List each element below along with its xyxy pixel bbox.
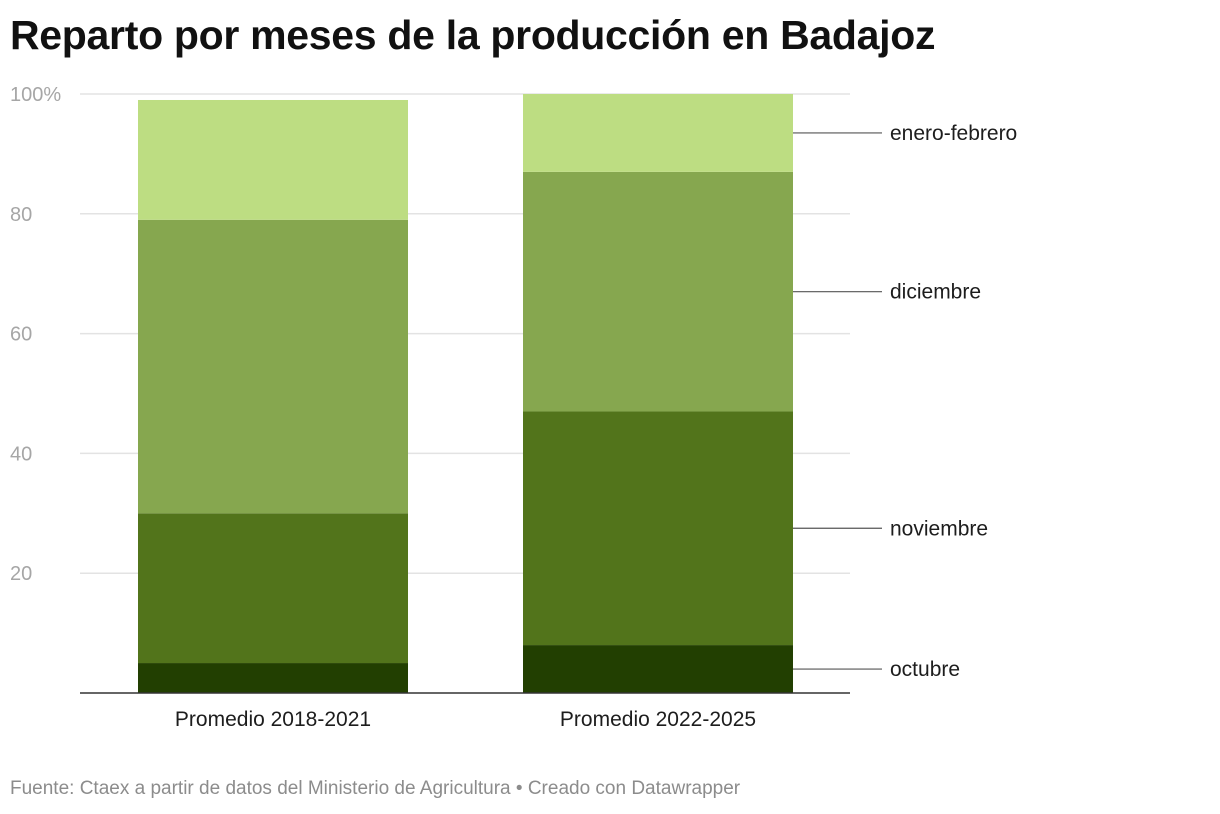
x-tick-label: Promedio 2022-2025 (560, 708, 756, 731)
series-label-diciembre: diciembre (890, 281, 981, 304)
y-tick-label: 20 (10, 563, 32, 585)
credit-text: Creado con Datawrapper (527, 778, 741, 799)
bar-segment-enero-febrero (523, 94, 793, 172)
series-label-noviembre: noviembre (890, 517, 988, 540)
bar-segment-noviembre (138, 513, 408, 664)
y-tick-label: 80 (10, 204, 32, 226)
chart-title: Reparto por meses de la producción en Ba… (10, 12, 936, 58)
x-tick-label: Promedio 2018-2021 (175, 708, 371, 731)
y-axis-ticks: 20 40 60 80 100% (10, 84, 61, 585)
bar-segment-diciembre (523, 171, 793, 412)
series-label-octubre: octubre (890, 658, 960, 681)
bar-segment-enero-febrero (138, 99, 408, 220)
bar-segment-octubre (138, 663, 408, 693)
y-tick-label: 40 (10, 443, 32, 465)
source-text: Fuente: Ctaex a partir de datos del Mini… (10, 778, 511, 799)
bars (138, 94, 793, 693)
bar-segment-noviembre (523, 411, 793, 646)
footer: Fuente: Ctaex a partir de datos del Mini… (10, 778, 740, 800)
y-tick-label: 100% (10, 84, 61, 106)
series-labels: octubre noviembre diciembre enero-febrero (793, 122, 1017, 681)
series-label-enero-febrero: enero-febrero (890, 122, 1017, 145)
x-axis-labels: Promedio 2018-2021 Promedio 2022-2025 (175, 708, 756, 731)
y-tick-label: 60 (10, 324, 32, 346)
bar-segment-diciembre (138, 219, 408, 514)
bar-segment-octubre (523, 645, 793, 693)
footer-separator: • (515, 778, 523, 799)
